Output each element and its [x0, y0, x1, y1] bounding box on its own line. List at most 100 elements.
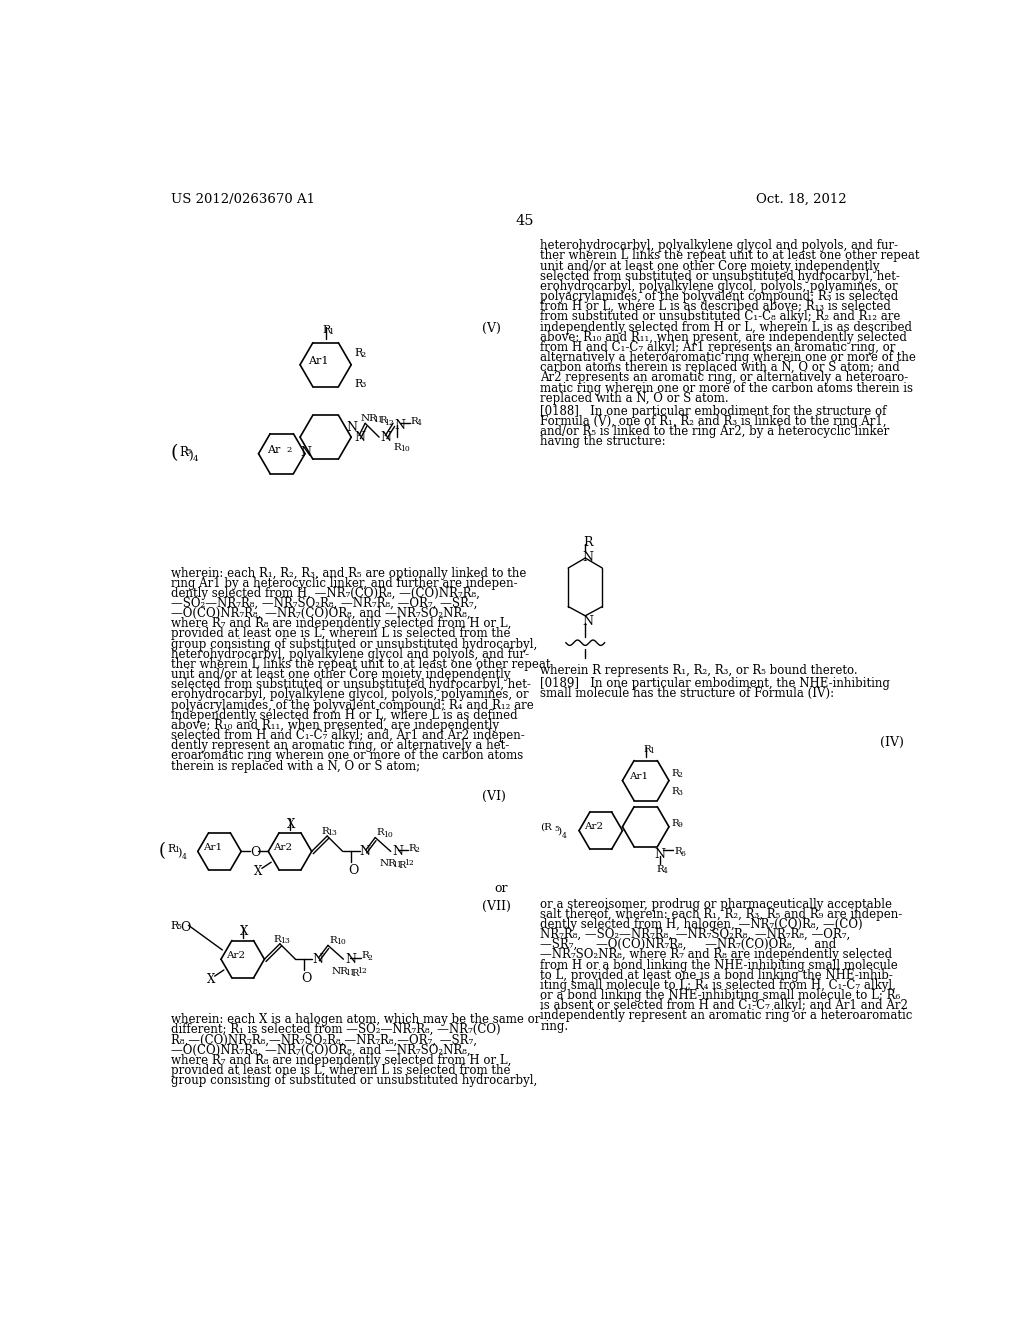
Text: N: N — [354, 430, 366, 444]
Text: X: X — [240, 925, 248, 939]
Text: 13: 13 — [328, 829, 337, 837]
Text: 2: 2 — [678, 771, 682, 779]
Text: iting small molecule to L; R₄ is selected from H, C₁-C₇ alkyl,: iting small molecule to L; R₄ is selecte… — [541, 979, 896, 991]
Text: therein is replaced with a N, O or S atom;: therein is replaced with a N, O or S ato… — [171, 759, 420, 772]
Text: from H or a bond linking the NHE-inhibiting small molecule: from H or a bond linking the NHE-inhibit… — [541, 958, 898, 972]
Text: 6: 6 — [681, 850, 685, 858]
Text: heterohydrocarbyl, polyalkylene glycol and polyols, and fur-: heterohydrocarbyl, polyalkylene glycol a… — [541, 239, 898, 252]
Text: R: R — [672, 818, 679, 828]
Text: from H and C₁-C₇ alkyl; Ar1 represents an aromatic ring, or: from H and C₁-C₇ alkyl; Ar1 represents a… — [541, 341, 896, 354]
Text: heterohydrocarbyl, polyalkylene glycol and polyols, and fur-: heterohydrocarbyl, polyalkylene glycol a… — [171, 648, 528, 661]
Text: 9: 9 — [678, 821, 682, 829]
Text: ring.: ring. — [541, 1019, 568, 1032]
Text: 10: 10 — [336, 939, 345, 946]
Text: O: O — [301, 972, 311, 985]
Text: R: R — [643, 744, 651, 754]
Text: 10: 10 — [383, 830, 393, 838]
Text: 10: 10 — [400, 445, 410, 453]
Text: 11: 11 — [392, 862, 402, 870]
Text: R: R — [672, 770, 679, 777]
Text: carbon atoms therein is replaced with a N, O or S atom; and: carbon atoms therein is replaced with a … — [541, 362, 900, 374]
Text: 1: 1 — [649, 747, 654, 755]
Text: —SR₇,     —O(CO)NR₇R₈,     —NR₇(CO)OR₈,     and: —SR₇, —O(CO)NR₇R₈, —NR₇(CO)OR₈, and — [541, 939, 837, 952]
Text: Ar1: Ar1 — [203, 843, 222, 851]
Text: Ar1: Ar1 — [629, 772, 648, 781]
Text: matic ring wherein one or more of the carbon atoms therein is: matic ring wherein one or more of the ca… — [541, 381, 913, 395]
Text: independently selected from H or L, where L is as defined: independently selected from H or L, wher… — [171, 709, 517, 722]
Text: independently selected from H or L, wherein L is as described: independently selected from H or L, wher… — [541, 321, 912, 334]
Text: 4: 4 — [182, 853, 187, 861]
Text: salt thereof, wherein: each R₁, R₂, R₃, R₅ and R₉ are indepen-: salt thereof, wherein: each R₁, R₂, R₃, … — [541, 908, 902, 921]
Text: O: O — [251, 846, 261, 859]
Text: 4: 4 — [663, 867, 668, 875]
Text: 2: 2 — [415, 846, 420, 854]
Text: ring Ar1 by a heterocyclic linker, and further are indepen-: ring Ar1 by a heterocyclic linker, and f… — [171, 577, 517, 590]
Text: X: X — [207, 973, 215, 986]
Text: to L, provided at least one is a bond linking the NHE-inhib-: to L, provided at least one is a bond li… — [541, 969, 893, 982]
Text: R: R — [409, 843, 417, 853]
Text: having the structure:: having the structure: — [541, 436, 666, 449]
Text: (: ( — [159, 842, 166, 861]
Text: R: R — [171, 921, 179, 931]
Text: (VII): (VII) — [482, 900, 511, 913]
Text: 12: 12 — [403, 859, 414, 867]
Text: (IV): (IV) — [880, 737, 903, 748]
Text: ther wherein L links the repeat unit to at least one other repeat: ther wherein L links the repeat unit to … — [541, 249, 920, 263]
Text: NR: NR — [332, 966, 349, 975]
Text: R: R — [394, 442, 401, 451]
Text: Formula (V), one of R₁, R₂ and R₃ is linked to the ring Ar1,: Formula (V), one of R₁, R₂ and R₃ is lin… — [541, 414, 887, 428]
Text: independently represent an aromatic ring or a heteroaromatic: independently represent an aromatic ring… — [541, 1010, 912, 1023]
Text: wherein R represents R₁, R₂, R₃, or R₅ bound thereto.: wherein R represents R₁, R₂, R₃, or R₅ b… — [541, 664, 858, 677]
Text: —O(CO)NR₇R₈, —NR₇(CO)OR₈, and —NR₇SO₂NR₈,: —O(CO)NR₇R₈, —NR₇(CO)OR₈, and —NR₇SO₂NR₈… — [171, 607, 470, 620]
Text: R: R — [179, 446, 188, 459]
Text: above; R₁₀ and R₁₁, when present, are independently selected: above; R₁₀ and R₁₁, when present, are in… — [541, 331, 907, 343]
Text: [0188]   In one particular embodiment for the structure of: [0188] In one particular embodiment for … — [541, 405, 887, 418]
Text: 4: 4 — [194, 455, 199, 463]
Text: polyacrylamides, of the polyvalent compound; R₃ is selected: polyacrylamides, of the polyvalent compo… — [541, 290, 898, 304]
Text: X: X — [287, 817, 295, 830]
Text: provided at least one is L, wherein L is selected from the: provided at least one is L, wherein L is… — [171, 627, 510, 640]
Text: 13: 13 — [280, 937, 290, 945]
Text: Ar2 represents an aromatic ring, or alternatively a heteroaro-: Ar2 represents an aromatic ring, or alte… — [541, 371, 908, 384]
Text: O: O — [180, 921, 191, 933]
Text: 1: 1 — [329, 327, 334, 335]
Text: where R₇ and R₈ are independently selected from H or L,: where R₇ and R₈ are independently select… — [171, 1053, 511, 1067]
Text: N: N — [394, 420, 406, 433]
Text: —O(CO)NR₇R₈, —NR₇(CO)OR₈, and —NR₇SO₂NR₈,: —O(CO)NR₇R₈, —NR₇(CO)OR₈, and —NR₇SO₂NR₈… — [171, 1044, 470, 1056]
Text: R: R — [398, 862, 406, 870]
Text: selected from substituted or unsubstituted hydrocarbyl, het-: selected from substituted or unsubstitut… — [171, 678, 530, 692]
Text: group consisting of substituted or unsubstituted hydrocarbyl,: group consisting of substituted or unsub… — [171, 1074, 537, 1088]
Text: US 2012/0263670 A1: US 2012/0263670 A1 — [171, 193, 314, 206]
Text: R: R — [379, 416, 386, 425]
Text: —SO₂—NR₇R₈, —NR₇SO₂R₈, —NR₇R₈, —OR₇, —SR₇,: —SO₂—NR₇R₈, —NR₇SO₂R₈, —NR₇R₈, —OR₇, —SR… — [171, 597, 477, 610]
Text: Ar2: Ar2 — [273, 843, 293, 851]
Text: N: N — [392, 845, 403, 858]
Text: R: R — [675, 847, 682, 857]
Text: replaced with a N, O or S atom.: replaced with a N, O or S atom. — [541, 392, 729, 405]
Text: R: R — [323, 326, 331, 335]
Text: N: N — [312, 953, 324, 966]
Text: N: N — [346, 421, 357, 433]
Text: 2: 2 — [368, 954, 373, 962]
Text: —NR₇SO₂NR₈, where R₇ and R₈ are independently selected: —NR₇SO₂NR₈, where R₇ and R₈ are independ… — [541, 949, 893, 961]
Text: selected from H and C₁-C₇ alkyl; and, Ar1 and Ar2 indepen-: selected from H and C₁-C₇ alkyl; and, Ar… — [171, 729, 524, 742]
Text: N: N — [300, 446, 311, 459]
Text: R: R — [377, 829, 385, 837]
Text: polyacrylamides, of the polyvalent compound; R₄ and R₁₂ are: polyacrylamides, of the polyvalent compo… — [171, 698, 534, 711]
Text: N: N — [345, 953, 356, 966]
Text: 12: 12 — [384, 418, 393, 426]
Text: N: N — [583, 552, 593, 564]
Text: ther wherein L links the repeat unit to at least one other repeat: ther wherein L links the repeat unit to … — [171, 657, 550, 671]
Text: 12: 12 — [356, 966, 367, 975]
Text: N: N — [359, 845, 371, 858]
Text: unit and/or at least one other Core moiety independently: unit and/or at least one other Core moie… — [171, 668, 510, 681]
Text: R: R — [354, 379, 362, 389]
Text: 11: 11 — [345, 969, 354, 977]
Text: provided at least one is L, wherein L is selected from the: provided at least one is L, wherein L is… — [171, 1064, 510, 1077]
Text: NR: NR — [360, 414, 378, 422]
Text: erohydrocarbyl, polyalkylene glycol, polyols, polyamines, or: erohydrocarbyl, polyalkylene glycol, pol… — [541, 280, 898, 293]
Text: 45: 45 — [515, 214, 535, 228]
Text: 3: 3 — [678, 789, 682, 797]
Text: and/or R₅ is linked to the ring Ar2, by a heterocyclic linker: and/or R₅ is linked to the ring Ar2, by … — [541, 425, 890, 438]
Text: or a bond linking the NHE-inhibiting small molecule to L; R₆: or a bond linking the NHE-inhibiting sma… — [541, 989, 900, 1002]
